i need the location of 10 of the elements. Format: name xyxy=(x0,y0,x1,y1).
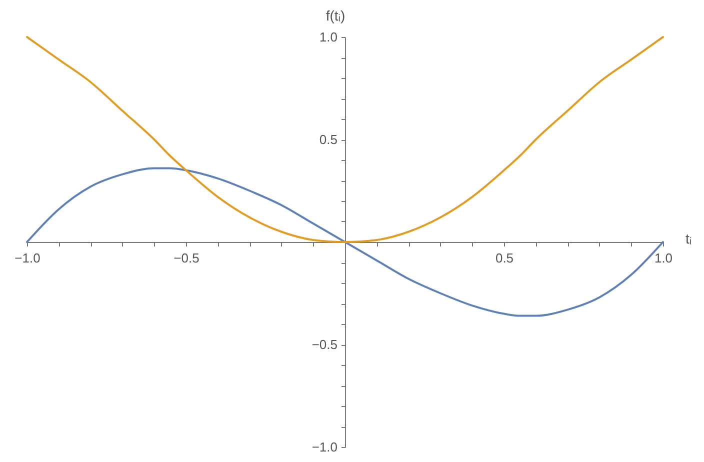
x-tick-label: 1.0 xyxy=(654,250,673,266)
x-tick-label: −1.0 xyxy=(14,250,40,266)
x-tick-label: −0.5 xyxy=(174,250,200,266)
y-tick-label: −0.5 xyxy=(312,337,338,352)
x-tick-label: 0.5 xyxy=(495,250,514,266)
x-axis-title: tᵢ xyxy=(686,230,692,246)
y-tick-label: 0.5 xyxy=(319,132,338,147)
y-axis-title: f(tᵢ) xyxy=(326,8,346,24)
y-tick-label: 1.0 xyxy=(319,30,338,44)
y-tick-label: −1.0 xyxy=(312,440,338,454)
